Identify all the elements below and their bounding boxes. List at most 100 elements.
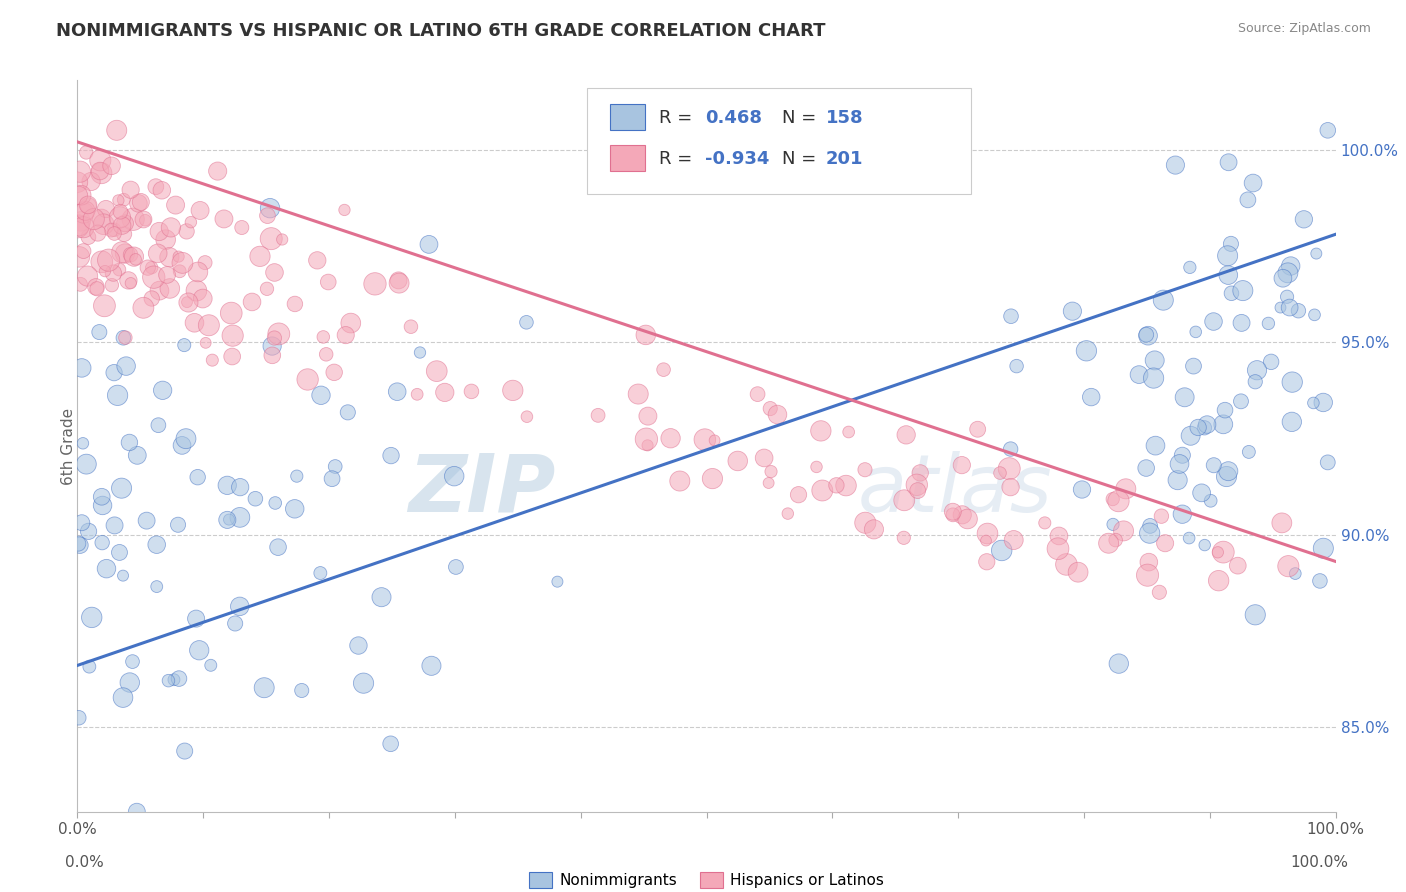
Point <box>353 676 375 690</box>
Point <box>97 253 120 268</box>
Point <box>323 459 346 474</box>
Point <box>72 206 94 220</box>
Point <box>907 483 929 498</box>
Point <box>169 264 191 278</box>
Point <box>291 683 314 698</box>
Point <box>212 211 235 226</box>
Point <box>950 458 973 472</box>
Point <box>90 211 112 226</box>
Point <box>263 331 285 345</box>
Point <box>224 616 246 631</box>
Text: 158: 158 <box>827 109 863 127</box>
Point <box>1218 155 1240 169</box>
Point <box>863 522 886 536</box>
Point <box>516 409 538 424</box>
Point <box>1226 558 1249 573</box>
Point <box>229 480 252 494</box>
FancyBboxPatch shape <box>586 87 970 194</box>
Point <box>240 295 263 310</box>
Point <box>380 737 402 751</box>
Point <box>105 123 128 137</box>
Point <box>89 153 111 168</box>
Point <box>159 281 181 295</box>
Point <box>110 481 132 495</box>
Point <box>69 164 91 178</box>
Text: Source: ZipAtlas.com: Source: ZipAtlas.com <box>1237 22 1371 36</box>
Point <box>976 555 998 569</box>
Point <box>75 203 97 218</box>
Point <box>77 199 100 213</box>
Point <box>316 275 339 289</box>
Point <box>420 658 443 673</box>
Point <box>1246 363 1268 377</box>
Point <box>77 524 100 539</box>
Point <box>176 224 198 238</box>
Point <box>1144 439 1167 453</box>
Point <box>75 457 97 471</box>
Point <box>1000 442 1022 456</box>
Point <box>89 325 111 339</box>
Point <box>387 384 409 399</box>
Point <box>1230 316 1253 330</box>
Point <box>117 273 139 287</box>
Point <box>103 227 125 241</box>
Point <box>191 292 214 306</box>
Point <box>307 253 329 268</box>
Point <box>253 681 276 695</box>
Point <box>262 339 284 353</box>
Point <box>150 183 173 197</box>
Text: 0.468: 0.468 <box>706 109 762 127</box>
Point <box>312 330 335 344</box>
Point <box>77 198 100 212</box>
Point <box>84 280 107 294</box>
Point <box>339 316 361 330</box>
Point <box>502 384 524 398</box>
Point <box>1271 271 1294 285</box>
Point <box>1194 538 1216 552</box>
Point <box>100 159 122 173</box>
Point <box>1171 507 1194 521</box>
Point <box>1281 415 1303 429</box>
Point <box>69 538 91 552</box>
Point <box>1208 574 1230 588</box>
Point <box>727 454 749 468</box>
Text: N =: N = <box>782 109 817 127</box>
Point <box>124 252 146 267</box>
Point <box>107 388 129 402</box>
Point <box>1167 473 1189 487</box>
Point <box>112 331 135 345</box>
Point <box>170 438 193 452</box>
Point <box>120 276 142 290</box>
Point <box>364 277 387 291</box>
Point <box>107 194 129 208</box>
Point <box>752 450 775 465</box>
Point <box>101 278 124 293</box>
Point <box>627 387 650 401</box>
Point <box>77 230 100 244</box>
Point <box>905 477 928 491</box>
Text: atlas: atlas <box>858 450 1052 529</box>
Y-axis label: 6th Grade: 6th Grade <box>62 408 76 484</box>
Point <box>1137 328 1160 343</box>
Point <box>108 545 131 559</box>
Point <box>776 507 799 521</box>
Point <box>188 643 211 657</box>
Point <box>284 297 307 311</box>
Point <box>200 658 222 673</box>
Point <box>114 246 136 260</box>
Point <box>1232 284 1254 298</box>
Point <box>853 463 876 477</box>
Point <box>1002 533 1025 547</box>
Point <box>942 505 965 519</box>
Point <box>1218 268 1240 282</box>
FancyBboxPatch shape <box>610 104 645 130</box>
Point <box>231 220 253 235</box>
Point <box>156 268 179 282</box>
Point <box>112 193 135 207</box>
Point <box>264 496 287 510</box>
Point <box>267 540 290 554</box>
Point <box>388 276 411 290</box>
Point <box>148 284 170 298</box>
Point <box>759 465 782 479</box>
Point <box>67 188 90 202</box>
